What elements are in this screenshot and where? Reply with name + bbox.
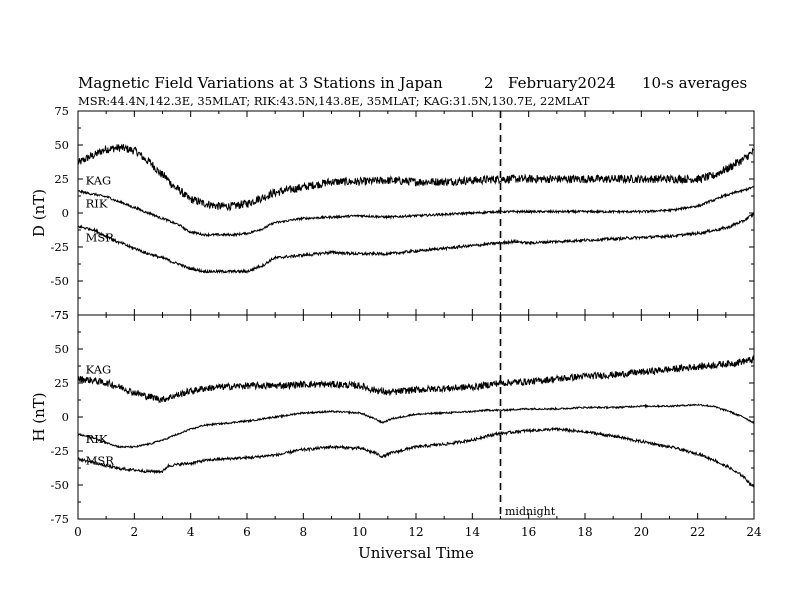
d-station-label-kag: KAG — [86, 173, 112, 187]
h-ytick-label: -25 — [50, 444, 69, 458]
d-series-rik-line — [77, 185, 755, 238]
x-tick-label: 0 — [74, 525, 82, 539]
d-ytick-label: -75 — [50, 308, 69, 322]
x-tick-label: 14 — [465, 525, 481, 539]
h-ytick-label: 25 — [54, 376, 69, 390]
d-ytick-label: 25 — [54, 172, 69, 186]
d-station-label-rik: RIK — [86, 197, 108, 211]
d-series-kag-line — [77, 143, 755, 212]
chart-averaging: 10-s averages — [642, 74, 747, 92]
h-panel-frame — [77, 314, 755, 520]
d-station-label-msr: MSR — [86, 231, 115, 245]
chart-date-month-year: February2024 — [508, 74, 616, 92]
d-ytick-label: -25 — [50, 240, 69, 254]
x-tick-label: 18 — [577, 525, 592, 539]
h-ytick-label: 50 — [54, 342, 69, 356]
h-ytick-label: -75 — [50, 512, 69, 526]
station-coordinates: MSR:44.4N,142.3E, 35MLAT; RIK:43.5N,143.… — [78, 94, 590, 108]
x-tick-label: 8 — [300, 525, 308, 539]
h-series-rik-line — [77, 403, 755, 449]
h-station-label-rik: RIK — [86, 432, 108, 446]
x-tick-label: 24 — [746, 525, 762, 539]
h-ytick-label: 0 — [62, 410, 69, 424]
x-tick-label: 4 — [187, 525, 195, 539]
h-station-label-msr: MSR — [86, 454, 115, 468]
x-tick-label: 20 — [634, 525, 649, 539]
chart-marks: -75 -50 -25 0 25 50 75 KAG RIK MSR -75 -50 -25 0 25 50 7… — [50, 104, 762, 539]
chart-date-day: 2 — [484, 74, 494, 92]
d-ytick-label: 50 — [54, 138, 69, 152]
h-panel-ylabel: H (nT) — [30, 392, 48, 441]
x-axis-label: Universal Time — [358, 544, 474, 562]
h-ytick-label: 75 — [54, 308, 69, 322]
midnight-label: midnight — [505, 505, 556, 518]
h-series-kag-line — [77, 354, 755, 404]
h-series-msr-line — [77, 426, 755, 488]
h-ytick-label: -50 — [50, 478, 69, 492]
x-tick-label: 10 — [352, 525, 367, 539]
x-tick-label: 6 — [243, 525, 251, 539]
d-ytick-label: 75 — [54, 104, 69, 118]
x-tick-label: 16 — [521, 525, 536, 539]
h-station-label-kag: KAG — [86, 362, 112, 376]
d-ytick-label: -50 — [50, 274, 69, 288]
d-panel-frame — [77, 110, 755, 316]
x-tick-label: 12 — [408, 525, 423, 539]
d-panel-ylabel: D (nT) — [30, 189, 48, 237]
x-tick-label: 22 — [690, 525, 705, 539]
d-ytick-label: 0 — [62, 206, 69, 220]
x-tick-label: 2 — [131, 525, 139, 539]
d-series-msr-line — [78, 212, 755, 275]
chart-title: Magnetic Field Variations at 3 Stations … — [78, 74, 443, 92]
